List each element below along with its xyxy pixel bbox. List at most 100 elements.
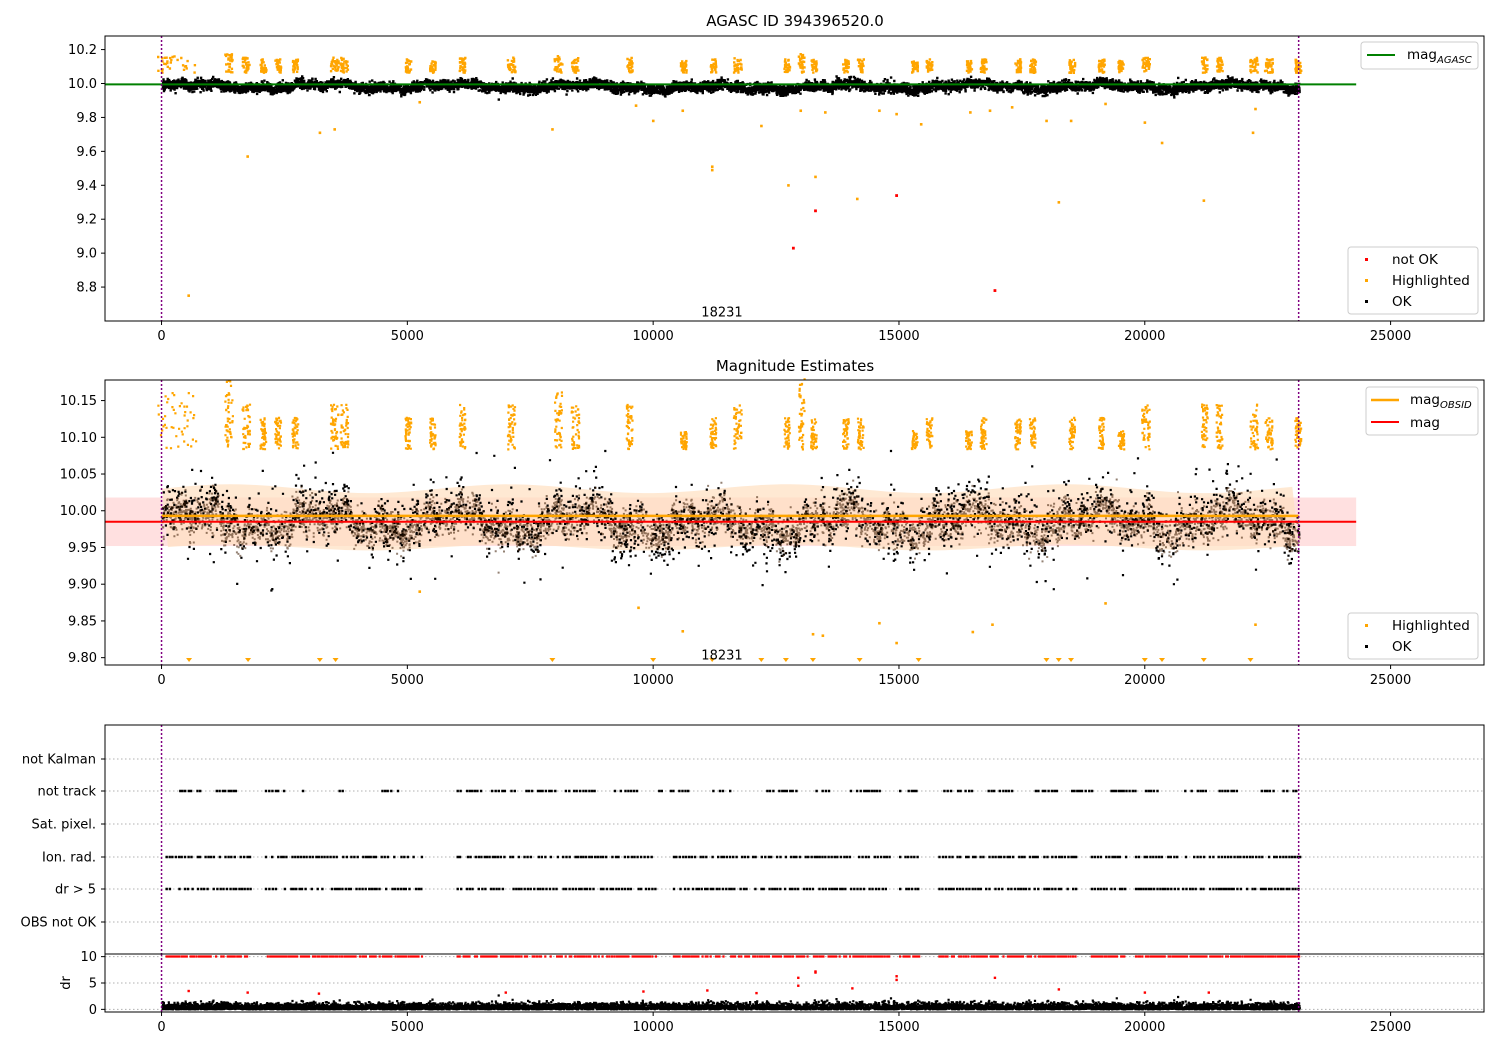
x-tick-label: 0	[157, 673, 165, 688]
flags-panel: not Kalman not track Sat. pixel. Ion. rad. d…	[21, 724, 1485, 955]
highlighted-outlier-point	[811, 632, 815, 636]
below-limit-marker	[245, 658, 252, 662]
flag-category-label: Ion. rad.	[42, 851, 96, 866]
agasc-panel-data	[105, 36, 1357, 321]
dr-outlier-point	[706, 989, 709, 992]
x-tick-label: 10000	[632, 673, 673, 688]
highlighted-points	[157, 53, 1303, 74]
highlighted-outlier-point	[418, 100, 422, 104]
estimates-panel: Magnitude Estimates 0 5000 10000 15000 20000…	[60, 357, 1485, 688]
below-limit-marker	[856, 658, 863, 662]
flag-category-label: OBS not OK	[21, 916, 97, 931]
x-tick-label: 15000	[878, 329, 919, 344]
mag-obsid-legend-subscript: OBSID	[1440, 400, 1472, 411]
estimates-ok-legend-swatch	[1365, 645, 1368, 648]
highlighted-legend-swatch	[1365, 279, 1368, 282]
highlighted-outlier-point	[971, 630, 975, 634]
below-limit-marker	[650, 658, 657, 662]
highlighted-outlier-point	[1202, 199, 1206, 202]
highlighted-outlier-point	[1104, 602, 1107, 605]
y-tick-label: 9.90	[68, 578, 97, 593]
below-limit-marker	[1055, 658, 1062, 662]
below-limit-marker	[549, 658, 556, 662]
y-tick-label: 9.2	[76, 213, 97, 228]
dr-ylabel: dr	[59, 976, 74, 990]
highlighted-outlier-point	[1010, 106, 1014, 109]
highlighted-outlier-point	[318, 131, 322, 135]
y-tick-label: 10.2	[68, 43, 97, 58]
y-tick-label: 8.8	[76, 281, 97, 296]
estimates-panel-axes: 0 5000 10000 15000 20000 25000 9.80 9.85 9.90 9.9…	[60, 394, 1411, 688]
x-tick-label: 0	[157, 1020, 165, 1035]
dr-ok-points	[161, 994, 1301, 1011]
ok-points	[161, 75, 1301, 101]
highlighted-outlier-point	[1104, 102, 1107, 106]
estimates-panel-frame	[104, 379, 1485, 666]
dr-outlier-point	[504, 991, 507, 994]
x-tick-label: 5000	[391, 1020, 424, 1035]
not-ok-legend-label: not OK	[1392, 252, 1439, 268]
estimates-panel-title: Magnitude Estimates	[716, 357, 874, 375]
highlighted-outlier-point	[895, 112, 898, 116]
agasc-legend-line[interactable]: magAGASC	[1360, 41, 1479, 70]
y-tick-label: 9.85	[68, 614, 97, 629]
dr-outlier-point	[851, 987, 854, 990]
below-limit-marker	[758, 658, 765, 662]
dr-outlier-point	[797, 976, 800, 980]
highlighted-outlier-point	[878, 109, 881, 113]
highlighted-outlier-point	[919, 123, 923, 126]
highlighted-outlier-point	[634, 104, 638, 107]
estimates-highlighted-legend-swatch	[1365, 624, 1368, 627]
estimates-legend-lines[interactable]: magOBSID mag	[1365, 386, 1479, 436]
highlighted-outlier-point	[637, 606, 640, 610]
below-limit-marker	[332, 658, 339, 662]
y-tick-label: 10.00	[60, 504, 97, 519]
highlighted-outlier-point	[799, 109, 803, 113]
x-tick-label: 20000	[1124, 673, 1165, 688]
highlighted-outlier-point	[760, 124, 763, 128]
not-ok-legend-swatch	[1365, 258, 1368, 261]
estimates-legend-points[interactable]: Highlighted OK	[1347, 612, 1479, 660]
y-tick-label: 9.0	[76, 247, 97, 262]
mag-obsid-legend-main: mag	[1410, 392, 1440, 408]
x-tick-label: 15000	[878, 1020, 919, 1035]
highlighted-outlier-point	[895, 641, 898, 645]
highlighted-outlier-point	[787, 184, 790, 187]
not-ok-point	[814, 209, 817, 213]
x-tick-label: 0	[157, 329, 165, 344]
agasc-obsid-label: 18231	[701, 306, 742, 321]
dr-outlier-point	[246, 991, 249, 994]
y-tick-label: 10.10	[60, 431, 97, 446]
highlighted-outlier-point	[814, 175, 817, 179]
dr-panel-data	[105, 954, 1484, 1012]
highlighted-outlier-point	[878, 621, 881, 625]
below-limit-marker	[1158, 658, 1165, 662]
dr-clipped-points	[165, 955, 1301, 958]
y-tick-label: 10.0	[68, 77, 97, 92]
flag-points	[165, 855, 1302, 859]
flag-points	[179, 789, 1298, 793]
mag-agasc-legend-main: mag	[1407, 47, 1437, 63]
below-limit-marker	[782, 658, 789, 662]
x-tick-label: 25000	[1370, 1020, 1411, 1035]
y-tick-label: 5	[89, 977, 97, 992]
highlighted-outlier-point	[418, 590, 422, 593]
highlighted-outlier-point	[991, 623, 994, 627]
estimates-ok-legend-label: OK	[1392, 639, 1413, 655]
highlighted-points	[157, 378, 1303, 451]
agasc-legend-points[interactable]: not OK Highlighted OK	[1347, 246, 1479, 315]
y-tick-label: 9.6	[76, 145, 97, 160]
highlighted-outlier-point	[824, 111, 827, 114]
agasc-panel-title: AGASC ID 394396520.0	[706, 12, 884, 30]
ok-legend-label: OK	[1392, 294, 1413, 310]
flag-category-label: not Kalman	[22, 753, 96, 768]
highlighted-outlier-point	[1057, 201, 1061, 204]
dr-outlier-point	[797, 984, 800, 987]
mag-agasc-legend-label: magAGASC	[1407, 47, 1472, 66]
highlighted-outlier-point	[681, 630, 685, 633]
not-ok-point	[895, 194, 899, 197]
below-limit-marker	[316, 658, 323, 662]
estimates-points-legend-box	[1347, 612, 1479, 660]
flag-category-label: Sat. pixel.	[32, 818, 96, 833]
x-tick-label: 10000	[632, 1020, 673, 1035]
